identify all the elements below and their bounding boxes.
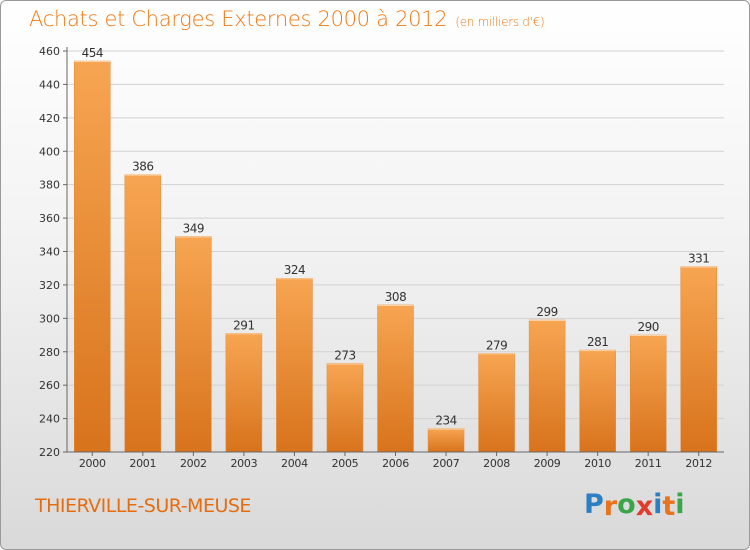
- y-tick-label: 220: [39, 446, 60, 459]
- city-name: THIERVILLE-SUR-MEUSE: [35, 495, 251, 517]
- y-tick-label: 420: [39, 112, 60, 125]
- x-tick-label: 2006: [382, 457, 409, 470]
- x-tick-label: 2000: [79, 457, 106, 470]
- bar-2002: [175, 236, 212, 453]
- data-label-2008: 279: [486, 338, 507, 352]
- y-tick-label: 440: [39, 78, 60, 91]
- logo-letter: P: [584, 489, 604, 520]
- x-tick-label: 2005: [332, 457, 359, 470]
- y-tick-label: 320: [39, 279, 60, 292]
- logo-letter: o: [617, 489, 636, 520]
- bars: [74, 60, 717, 453]
- bar-2011: [629, 334, 667, 453]
- bar-2007: [427, 428, 465, 453]
- data-labels: 454 386 349 291 324 273 308 234 279 299 281 290 331: [82, 46, 710, 428]
- x-tick-label: 2007: [433, 457, 460, 470]
- y-tick-label: 260: [39, 379, 60, 392]
- x-tick-label: 2011: [635, 457, 662, 470]
- data-label-2009: 299: [536, 305, 557, 319]
- x-tick-label: 2008: [483, 457, 510, 470]
- x-tick-label: 2001: [129, 457, 156, 470]
- bar-2008: [478, 353, 515, 453]
- proxiti-logo: Proxiti: [584, 489, 685, 522]
- axes: 220 240 260 280 300 320 340 360 380 400 420 440 460 2…: [39, 45, 724, 470]
- x-tick-label: 2003: [230, 457, 257, 470]
- bar-2001: [124, 174, 162, 453]
- chart-subtitle: (en milliers d'€): [455, 15, 545, 29]
- y-tick-label: 240: [39, 413, 60, 426]
- y-tick-label: 280: [39, 346, 60, 359]
- logo-letter: r: [603, 491, 618, 522]
- chart-title: Achats et Charges Externes 2000 à 2012 (e…: [29, 7, 545, 31]
- y-tick-label: 360: [39, 212, 60, 225]
- bar-2010: [579, 349, 616, 453]
- data-label-2003: 291: [233, 318, 254, 332]
- logo-letter: x: [635, 491, 654, 522]
- y-tick-label: 400: [39, 145, 60, 158]
- x-tick-label: 2009: [534, 457, 561, 470]
- bar-2003: [225, 333, 263, 453]
- data-label-2007: 234: [435, 414, 456, 428]
- bar-2006: [377, 304, 414, 453]
- bar-2004: [276, 277, 313, 453]
- chart-title-text: Achats et Charges Externes 2000 à 2012: [29, 7, 448, 31]
- x-tick-label: 2004: [281, 457, 308, 470]
- x-tick-label: 2002: [180, 457, 207, 470]
- x-tick-label: 2010: [584, 457, 611, 470]
- x-tick-label: 2012: [685, 457, 712, 470]
- bar-2009: [528, 319, 566, 453]
- bar-2000: [74, 60, 111, 453]
- data-label-2005: 273: [334, 348, 355, 362]
- data-label-2012: 331: [688, 252, 709, 266]
- y-tick-label: 300: [39, 312, 60, 325]
- data-label-2010: 281: [587, 335, 608, 349]
- bar-2012: [680, 266, 717, 453]
- data-label-2004: 324: [284, 263, 305, 277]
- data-label-2011: 290: [637, 320, 658, 334]
- data-label-2006: 308: [385, 290, 406, 304]
- data-label-2002: 349: [183, 221, 204, 235]
- y-tick-label: 460: [39, 45, 60, 58]
- logo-letter: i: [675, 489, 685, 520]
- data-label-2000: 454: [82, 46, 103, 60]
- y-tick-label: 380: [39, 179, 60, 192]
- logo-letter: i: [653, 489, 663, 520]
- data-label-2001: 386: [132, 160, 153, 174]
- y-tick-label: 340: [39, 246, 60, 259]
- logo-letter: t: [662, 491, 676, 522]
- bar-2005: [326, 363, 364, 453]
